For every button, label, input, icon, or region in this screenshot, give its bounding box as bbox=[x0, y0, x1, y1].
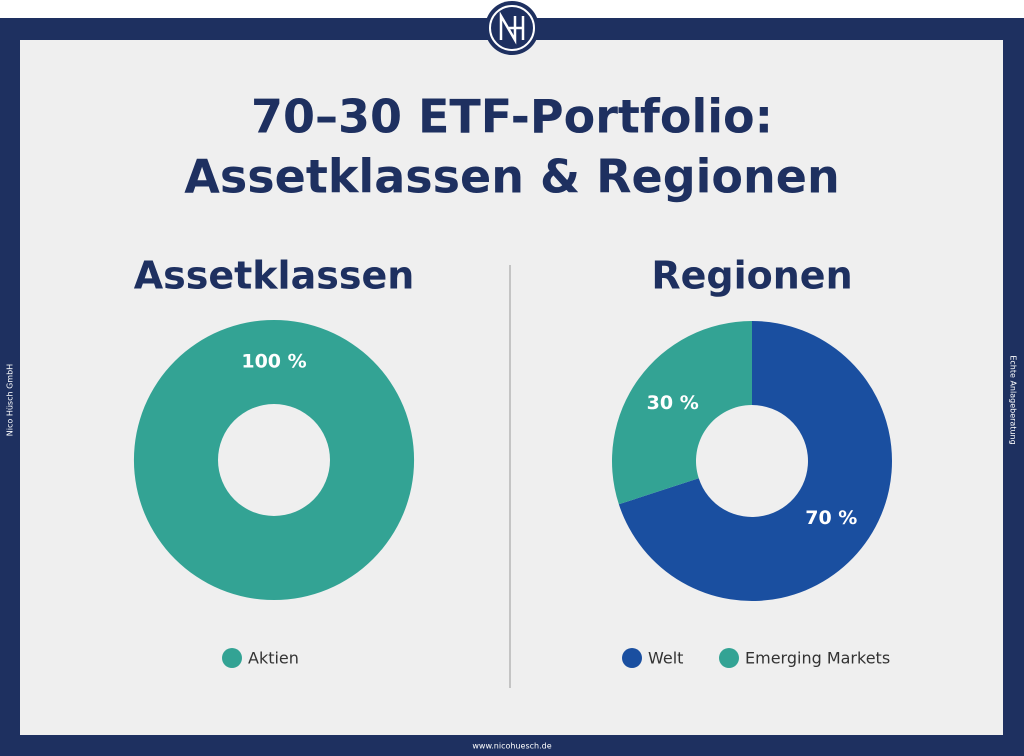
title-line: Assetklassen & Regionen bbox=[184, 150, 839, 204]
chart-title: Regionen bbox=[651, 254, 852, 298]
title-line: 70–30 ETF-Portfolio: bbox=[251, 90, 773, 144]
legend-marker bbox=[719, 648, 739, 668]
slice bbox=[611, 321, 752, 505]
value-label: 70 % bbox=[805, 507, 857, 529]
chart-title: Assetklassen bbox=[134, 254, 415, 298]
value-label: 30 % bbox=[647, 392, 699, 414]
footer: www.nicohuesch.de bbox=[472, 742, 551, 751]
legend-label: Welt bbox=[648, 649, 683, 668]
side-text: Nico Hüsch GmbH bbox=[6, 364, 15, 436]
logo bbox=[485, 1, 539, 55]
legend-marker bbox=[222, 648, 242, 668]
side-text: Echte Anlageberatung bbox=[1009, 355, 1018, 444]
slice bbox=[133, 319, 415, 601]
legend-marker bbox=[622, 648, 642, 668]
legend-label: Aktien bbox=[248, 649, 299, 668]
legend-label: Emerging Markets bbox=[745, 649, 890, 668]
slice bbox=[618, 321, 893, 601]
value-label: 100 % bbox=[241, 351, 306, 373]
